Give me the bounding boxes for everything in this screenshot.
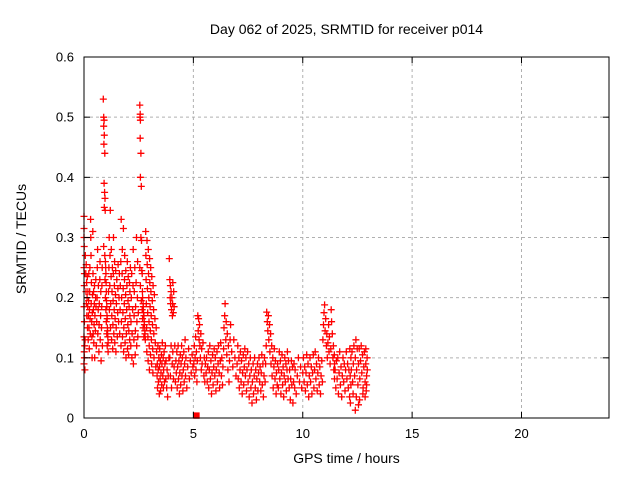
y-tick-label: 0 (67, 411, 74, 426)
y-tick-label: 0.1 (56, 350, 74, 365)
x-tick-label: 20 (514, 426, 528, 441)
axis-ticks (83, 56, 609, 419)
y-tick-label: 0.6 (56, 50, 74, 65)
x-tick-label: 10 (296, 426, 310, 441)
y-tick-label: 0.2 (56, 290, 74, 305)
tick-labels: 0 5 10 15 20 0 0.1 0.2 0.3 0.4 0.5 0.6 (56, 50, 529, 442)
x-tick-label: 15 (405, 426, 419, 441)
x-tick-label: 0 (80, 426, 87, 441)
chart-title: Day 062 of 2025, SRMTID for receiver p01… (209, 21, 484, 37)
y-axis-label: SRMTID / TECUs (13, 183, 29, 295)
x-axis-label: GPS time / hours (293, 450, 400, 466)
y-tick-label: 0.3 (56, 230, 74, 245)
y-tick-label: 0.4 (56, 170, 74, 185)
y-tick-label: 0.5 (56, 110, 74, 125)
x-tick-label: 5 (190, 426, 197, 441)
data-points-zero-flag (193, 412, 200, 419)
